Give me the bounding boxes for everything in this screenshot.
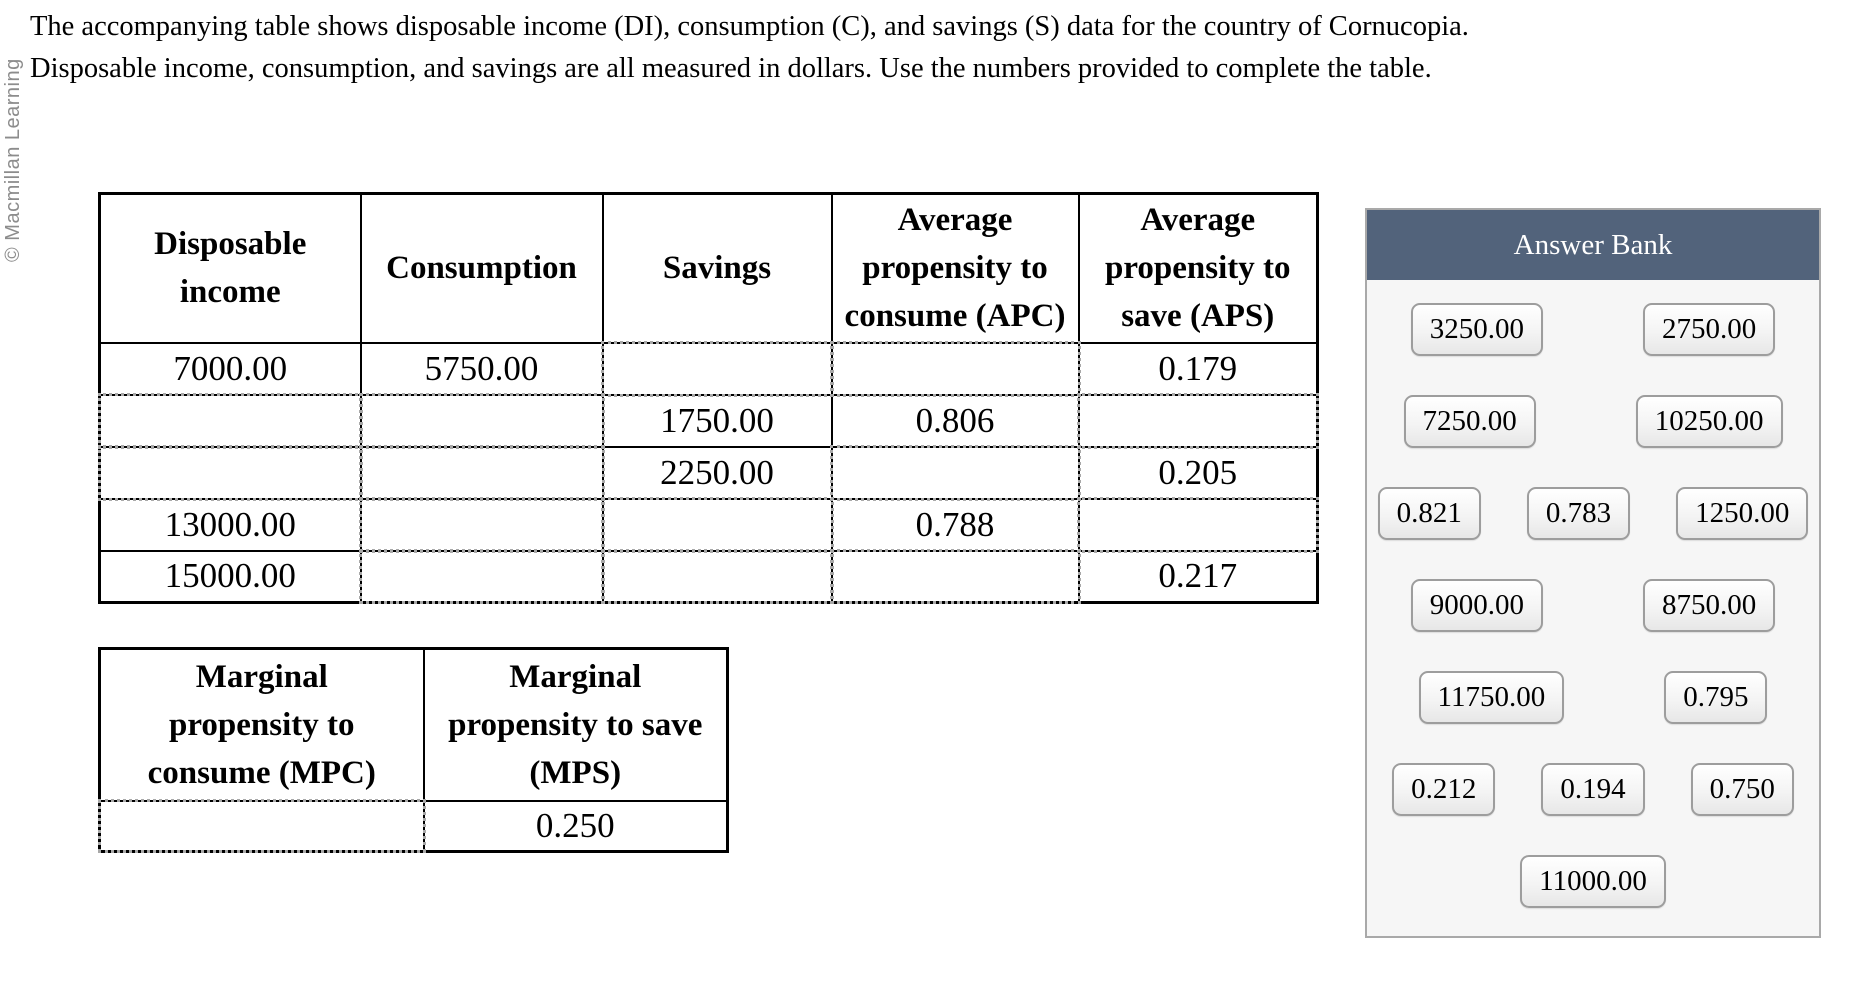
answer-chip[interactable]: 3250.00: [1410, 303, 1543, 356]
answer-chip[interactable]: 11000.00: [1520, 855, 1666, 908]
answer-bank-row: 11000.00: [1520, 855, 1666, 908]
answer-chip[interactable]: 7250.00: [1403, 395, 1536, 448]
drop-target-outline: [98, 392, 363, 449]
answer-bank-title: Answer Bank: [1513, 228, 1673, 261]
header-consumption: Consumption: [359, 192, 604, 344]
answer-chip[interactable]: 1250.00: [1676, 487, 1809, 540]
mpc-mps-table: Marginal propensity to consume (MPC) Mar…: [98, 647, 729, 853]
answer-bank-panel: Answer Bank 3250.00 2750.00 7250.00 1025…: [1365, 208, 1821, 938]
drop-cell-r5-savings[interactable]: [600, 548, 834, 604]
table-row: 13000.00 0.788: [98, 496, 1319, 553]
header-mps: Marginal propensity to save (MPS): [422, 647, 729, 802]
cell-mps: 0.250: [422, 799, 729, 853]
answer-chip[interactable]: 0.821: [1377, 487, 1481, 540]
answer-bank-body: 3250.00 2750.00 7250.00 10250.00 0.821 0…: [1367, 280, 1819, 908]
drop-cell-r3-di[interactable]: [98, 444, 363, 501]
macmillan-watermark: © Macmillan Learning: [2, 58, 24, 262]
table-row: 7000.00 5750.00 0.179: [98, 340, 1319, 397]
drop-target-outline: [829, 444, 1081, 501]
drop-cell-r5-apc[interactable]: [829, 548, 1081, 604]
answer-chip[interactable]: 0.750: [1690, 763, 1794, 816]
cell-r2-apc: 0.806: [830, 393, 1080, 448]
cell-r3-aps: 0.205: [1077, 445, 1319, 500]
answer-bank-row: 0.821 0.783 1250.00: [1377, 487, 1809, 540]
answer-chip[interactable]: 8750.00: [1643, 579, 1776, 632]
drop-target-outline: [1076, 496, 1319, 553]
answer-bank-header: Answer Bank: [1367, 210, 1819, 280]
drop-cell-r3-apc[interactable]: [829, 444, 1081, 501]
answer-chip[interactable]: 0.194: [1541, 763, 1645, 816]
table-row: 0.250: [98, 798, 729, 853]
table-row: 1750.00 0.806: [98, 392, 1319, 449]
cell-r4-di: 13000.00: [98, 497, 362, 552]
header-apc: Average propensity to consume (APC): [830, 192, 1080, 344]
drop-target-outline: [358, 496, 605, 553]
cell-r5-aps: 0.217: [1077, 549, 1319, 604]
answer-bank-row: 0.212 0.194 0.750: [1392, 763, 1794, 816]
header-disposable-income: Disposable income: [98, 192, 362, 344]
header-mpc: Marginal propensity to consume (MPC): [98, 647, 425, 802]
answer-chip[interactable]: 2750.00: [1643, 303, 1776, 356]
cell-r4-apc: 0.788: [830, 497, 1080, 552]
table-header-row: Marginal propensity to consume (MPC) Mar…: [98, 647, 729, 802]
answer-chip[interactable]: 0.783: [1526, 487, 1631, 540]
drop-cell-r5-consumption[interactable]: [358, 548, 605, 604]
drop-target-outline: [829, 548, 1081, 604]
answer-chip[interactable]: 11750.00: [1418, 671, 1565, 724]
drop-cell-r1-savings[interactable]: [600, 340, 834, 397]
drop-target-outline: [600, 548, 834, 604]
answer-bank-row: 9000.00 8750.00: [1410, 579, 1776, 632]
answer-chip[interactable]: 0.212: [1392, 763, 1496, 816]
cell-r1-consumption: 5750.00: [359, 341, 604, 396]
question-line-1: The accompanying table shows disposable …: [30, 11, 1469, 42]
question-text: The accompanying table shows disposable …: [30, 6, 1469, 90]
cell-r5-di: 15000.00: [98, 549, 362, 604]
header-aps: Average propensity to save (APS): [1077, 192, 1319, 344]
drop-cell-r3-consumption[interactable]: [358, 444, 605, 501]
drop-cell-r1-apc[interactable]: [829, 340, 1081, 397]
cell-r2-savings: 1750.00: [601, 393, 833, 448]
answer-chip[interactable]: 9000.00: [1410, 579, 1543, 632]
table-header-row: Disposable income Consumption Savings Av…: [98, 192, 1319, 344]
table-row: 2250.00 0.205: [98, 444, 1319, 501]
drop-target-outline: [358, 548, 605, 604]
drop-target-outline: [600, 496, 834, 553]
drop-cell-r2-aps[interactable]: [1076, 392, 1319, 449]
drop-target-outline: [358, 444, 605, 501]
drop-cell-mpc[interactable]: [98, 798, 426, 853]
drop-target-outline: [98, 444, 363, 501]
answer-bank-row: 7250.00 10250.00: [1403, 395, 1783, 448]
drop-cell-r4-consumption[interactable]: [358, 496, 605, 553]
cell-r1-aps: 0.179: [1077, 341, 1319, 396]
answer-chip[interactable]: 0.795: [1664, 671, 1768, 724]
drop-cell-r2-di[interactable]: [98, 392, 363, 449]
drop-cell-r4-savings[interactable]: [600, 496, 834, 553]
question-line-2: Disposable income, consumption, and savi…: [30, 53, 1432, 84]
answer-bank-row: 3250.00 2750.00: [1410, 303, 1776, 356]
drop-cell-r2-consumption[interactable]: [358, 392, 605, 449]
header-savings: Savings: [601, 192, 833, 344]
cell-r1-di: 7000.00: [98, 341, 362, 396]
drop-target-outline: [1076, 392, 1319, 449]
income-consumption-savings-table: Disposable income Consumption Savings Av…: [98, 192, 1319, 604]
cell-r3-savings: 2250.00: [601, 445, 833, 500]
answer-chip[interactable]: 10250.00: [1635, 395, 1783, 448]
drop-cell-r4-aps[interactable]: [1076, 496, 1319, 553]
drop-target-outline: [829, 340, 1081, 397]
drop-target-outline: [600, 340, 834, 397]
drop-target-outline: [358, 392, 605, 449]
drop-target-outline: [98, 798, 426, 853]
answer-bank-row: 11750.00 0.795: [1418, 671, 1768, 724]
table-row: 15000.00 0.217: [98, 548, 1319, 604]
